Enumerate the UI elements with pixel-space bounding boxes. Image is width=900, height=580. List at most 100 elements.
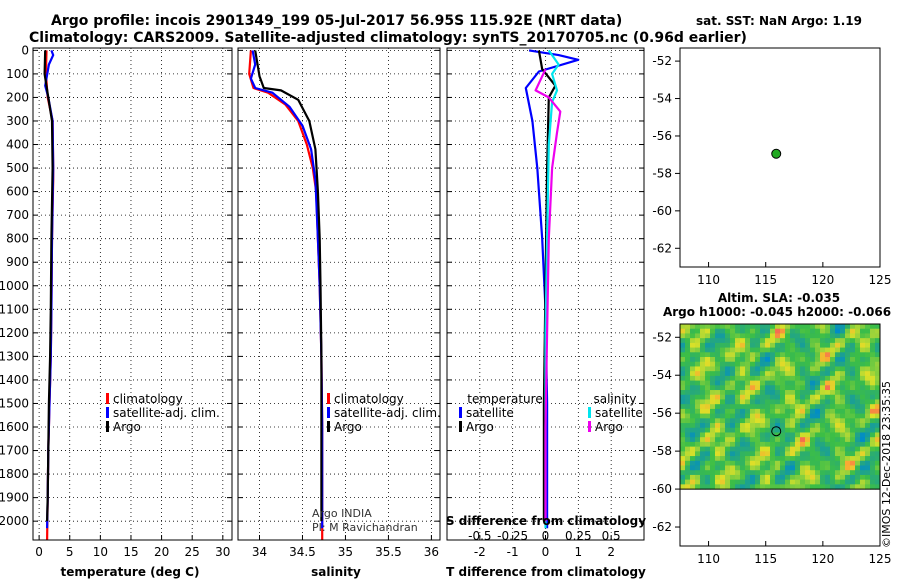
sla-heatmap-cell	[765, 451, 771, 457]
sla-heatmap-cell	[805, 390, 811, 396]
sla-heatmap-cell	[690, 413, 696, 419]
sla-heatmap-cell	[805, 324, 811, 330]
sla-heatmap-cell	[745, 484, 751, 490]
sla-heatmap-cell	[875, 446, 881, 452]
sla-heatmap-cell	[680, 333, 686, 339]
sla-heatmap-cell	[755, 347, 761, 353]
sla-heatmap-cell	[700, 446, 706, 452]
sla-heatmap-cell	[795, 484, 801, 490]
sla-heatmap-cell	[745, 418, 751, 424]
sla-heatmap-cell	[830, 333, 836, 339]
sla-heatmap-cell	[700, 352, 706, 358]
sla-heatmap-cell	[875, 324, 881, 330]
sla-heatmap-cell	[715, 423, 721, 429]
temperature-panel: 0 5 10 15 20 25 300100200300400500600700800900…	[0, 43, 233, 559]
sla-heatmap-cell	[760, 413, 766, 419]
sla-heatmap-cell	[820, 333, 826, 339]
sla-heatmap-cell	[715, 432, 721, 438]
sla-heatmap-cell	[740, 342, 746, 349]
sla-heatmap-cell	[865, 423, 871, 429]
sla-heatmap-cell	[680, 404, 686, 410]
sla-heatmap-cell	[735, 342, 741, 349]
sla-heatmap-cell	[750, 474, 756, 481]
sla-heatmap-cell	[765, 338, 771, 344]
sla-heatmap-cell	[780, 418, 786, 424]
sla-heatmap-cell	[750, 408, 756, 415]
sla-heatmap-cell	[740, 399, 746, 405]
temp-legend-item-label: Argo	[113, 420, 141, 434]
sla-heatmap-cell	[780, 357, 786, 363]
sla-heatmap-cell	[790, 470, 796, 476]
sla-heatmap-cell	[690, 427, 696, 433]
sla-heatmap-cell	[715, 361, 721, 367]
sla-heatmap-cell	[755, 338, 761, 344]
sla-heatmap-cell	[810, 423, 816, 429]
sla-heatmap-cell	[810, 342, 816, 349]
sla-heatmap-cell	[805, 451, 811, 457]
sla-heatmap-cell	[790, 408, 796, 415]
sla-heatmap-cell	[860, 361, 866, 367]
sla-heatmap-cell	[745, 408, 751, 415]
sla-heatmap-cell	[860, 338, 866, 344]
sla-heatmap-cell	[685, 404, 691, 410]
sla-heatmap-cell	[715, 352, 721, 358]
sla-heatmap-cell	[755, 484, 761, 490]
sla-heatmap-cell	[845, 338, 851, 344]
sla-heatmap-cell	[725, 446, 731, 452]
sla-heatmap-cell	[785, 484, 791, 490]
salinity-xlabel: salinity	[311, 565, 361, 579]
sla-heatmap-cell	[825, 366, 831, 372]
sla-heatmap-cell	[715, 390, 721, 396]
sla-heatmap-cell	[850, 375, 856, 382]
sla-heatmap-cell	[870, 470, 876, 476]
sla-heatmap-cell	[700, 451, 706, 457]
sla-heatmap-cell	[830, 423, 836, 429]
sla-heatmap-cell	[860, 437, 866, 443]
sla-heatmap-cell	[705, 413, 711, 419]
sla-heatmap-cell	[755, 479, 761, 485]
sla-heatmap-cell	[865, 333, 871, 339]
sla-heatmap-cell	[830, 484, 836, 490]
sla-heatmap-cell	[710, 394, 716, 400]
sla-heatmap-cell	[855, 342, 861, 349]
sla-heatmap-cell	[735, 380, 741, 386]
sla-heatmap-cell	[755, 423, 761, 429]
sla-heatmap-cell	[785, 399, 791, 405]
sla-heatmap-cell	[800, 474, 806, 481]
sla-heatmap-cell	[875, 338, 881, 344]
sla-heatmap-cell	[810, 404, 816, 410]
sla-heatmap-cell	[855, 427, 861, 433]
sla-heatmap-cell	[845, 432, 851, 438]
sla-heatmap-cell	[720, 408, 726, 415]
sla-heatmap-cell	[820, 423, 826, 429]
sla-heatmap-cell	[855, 361, 861, 367]
sla-heatmap-cell	[745, 385, 751, 391]
y-tick-label: 500	[6, 161, 29, 175]
sla-heatmap-cell	[760, 357, 766, 363]
sla-heatmap-cell	[775, 333, 781, 339]
sla-heatmap-cell	[765, 423, 771, 429]
sla-map-panel: 110 115 120 125-52-54-56-58-60-62	[652, 323, 891, 566]
sla-heatmap-cell	[865, 390, 871, 396]
sla-heatmap-cell	[860, 484, 866, 490]
sla-heatmap-cell	[795, 366, 801, 372]
sla-heatmap-cell	[740, 385, 746, 391]
x-tick-label: 10	[93, 545, 108, 559]
sla-heatmap-cell	[700, 385, 706, 391]
sla-heatmap-cell	[710, 342, 716, 349]
sla-heatmap-cell	[730, 479, 736, 485]
sla-heatmap-cell	[860, 324, 866, 330]
sla-heatmap-cell	[810, 432, 816, 438]
sla-heatmap-cell	[875, 437, 881, 443]
sla-heatmap-cell	[780, 394, 786, 400]
sla-heatmap-cell	[740, 456, 746, 462]
sla-heatmap-cell	[840, 437, 846, 443]
sla-heatmap-cell	[705, 361, 711, 367]
sla-heatmap-cell	[755, 357, 761, 363]
sla-heatmap-cell	[835, 484, 841, 490]
sla-heatmap-cell	[795, 446, 801, 452]
sla-heatmap-cell	[685, 399, 691, 405]
sla-heatmap-cell	[830, 352, 836, 358]
sla-heatmap-cell	[795, 408, 801, 415]
sla-heatmap-cell	[770, 333, 776, 339]
